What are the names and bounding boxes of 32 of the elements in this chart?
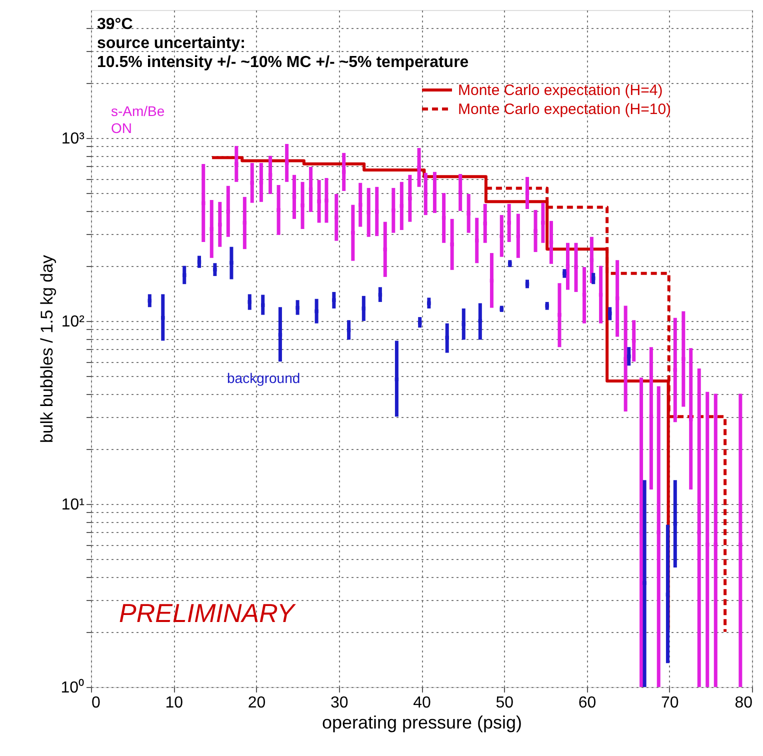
x-tick-label: 10 — [165, 694, 184, 712]
legend-label: Monte Carlo expectation (H=10) — [458, 101, 672, 118]
x-tick-label: 0 — [92, 694, 100, 712]
chart-title: 39°C — [97, 16, 134, 33]
y-tick-label: 10⁰ — [60, 678, 84, 696]
point — [161, 316, 165, 320]
x-tick-label: 80 — [734, 694, 753, 712]
y-axis-title: bulk bubbles / 1.5 kg day — [38, 254, 57, 444]
y-tick-label: 10³ — [61, 130, 86, 148]
point — [562, 271, 566, 276]
point — [314, 309, 318, 314]
annotation: PRELIMINARY — [119, 598, 296, 628]
x-tick-label: 70 — [660, 694, 679, 712]
point — [445, 336, 449, 340]
text: source uncertainty: 10.5% intensity +/- ~10% MC +/- ~5% temperature — [97, 35, 469, 71]
x-tick-label: 60 — [578, 694, 596, 712]
legend-label: Monte Carlo expectation (H=4) — [458, 82, 663, 99]
point — [230, 260, 234, 265]
text: background — [227, 370, 300, 386]
y-tick-label: 10² — [61, 313, 86, 330]
x-tick-label: 50 — [496, 694, 514, 712]
y-tick-label: 10¹ — [61, 496, 84, 514]
x-tick-label: 40 — [413, 694, 431, 712]
x-tick-label: 20 — [248, 694, 266, 712]
point — [213, 268, 217, 272]
point — [427, 301, 431, 306]
point — [296, 306, 300, 310]
point — [478, 319, 482, 323]
x-tick-label: 30 — [330, 694, 348, 712]
x-axis-title: operating pressure (psig) — [322, 712, 522, 732]
point — [418, 320, 422, 324]
text: s-Am/Be ON — [111, 103, 165, 136]
